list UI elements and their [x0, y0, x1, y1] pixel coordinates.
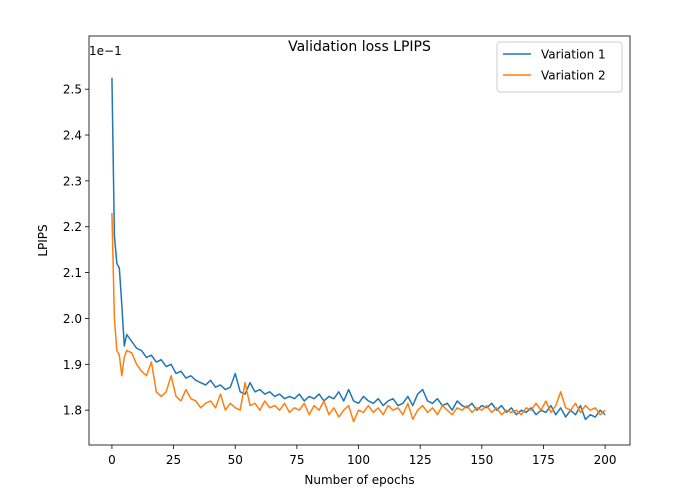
x-tick-label: 0: [108, 453, 116, 467]
x-tick-label: 75: [289, 453, 304, 467]
legend-label: Variation 2: [541, 69, 606, 83]
series-line: [111, 212, 606, 423]
y-tick-label: 2.2: [63, 220, 82, 234]
y-axis-label: LPIPS: [36, 224, 50, 256]
series-line: [111, 77, 606, 421]
y-tick-label: 1.8: [63, 404, 82, 418]
x-tick-label: 150: [470, 453, 493, 467]
x-tick-label: 100: [347, 453, 370, 467]
plot-frame: [88, 35, 631, 446]
y-tick-label: 1.9: [63, 358, 82, 372]
x-tick-label: 25: [166, 453, 181, 467]
y-offset-text: 1e−1: [89, 44, 122, 58]
y-tick-label: 2.4: [63, 129, 82, 143]
x-tick-label: 50: [228, 453, 243, 467]
y-tick-label: 2.1: [63, 266, 82, 280]
y-tick-label: 2.0: [63, 312, 82, 326]
y-tick-label: 2.5: [63, 83, 82, 97]
chart-title: Validation loss LPIPS: [288, 39, 431, 55]
y-tick-label: 2.3: [63, 174, 82, 188]
x-axis-label: Number of epochs: [304, 473, 414, 487]
legend-label: Variation 1: [541, 48, 606, 62]
x-tick-label: 175: [532, 453, 555, 467]
x-tick-label: 200: [594, 453, 617, 467]
x-tick-label: 125: [409, 453, 432, 467]
